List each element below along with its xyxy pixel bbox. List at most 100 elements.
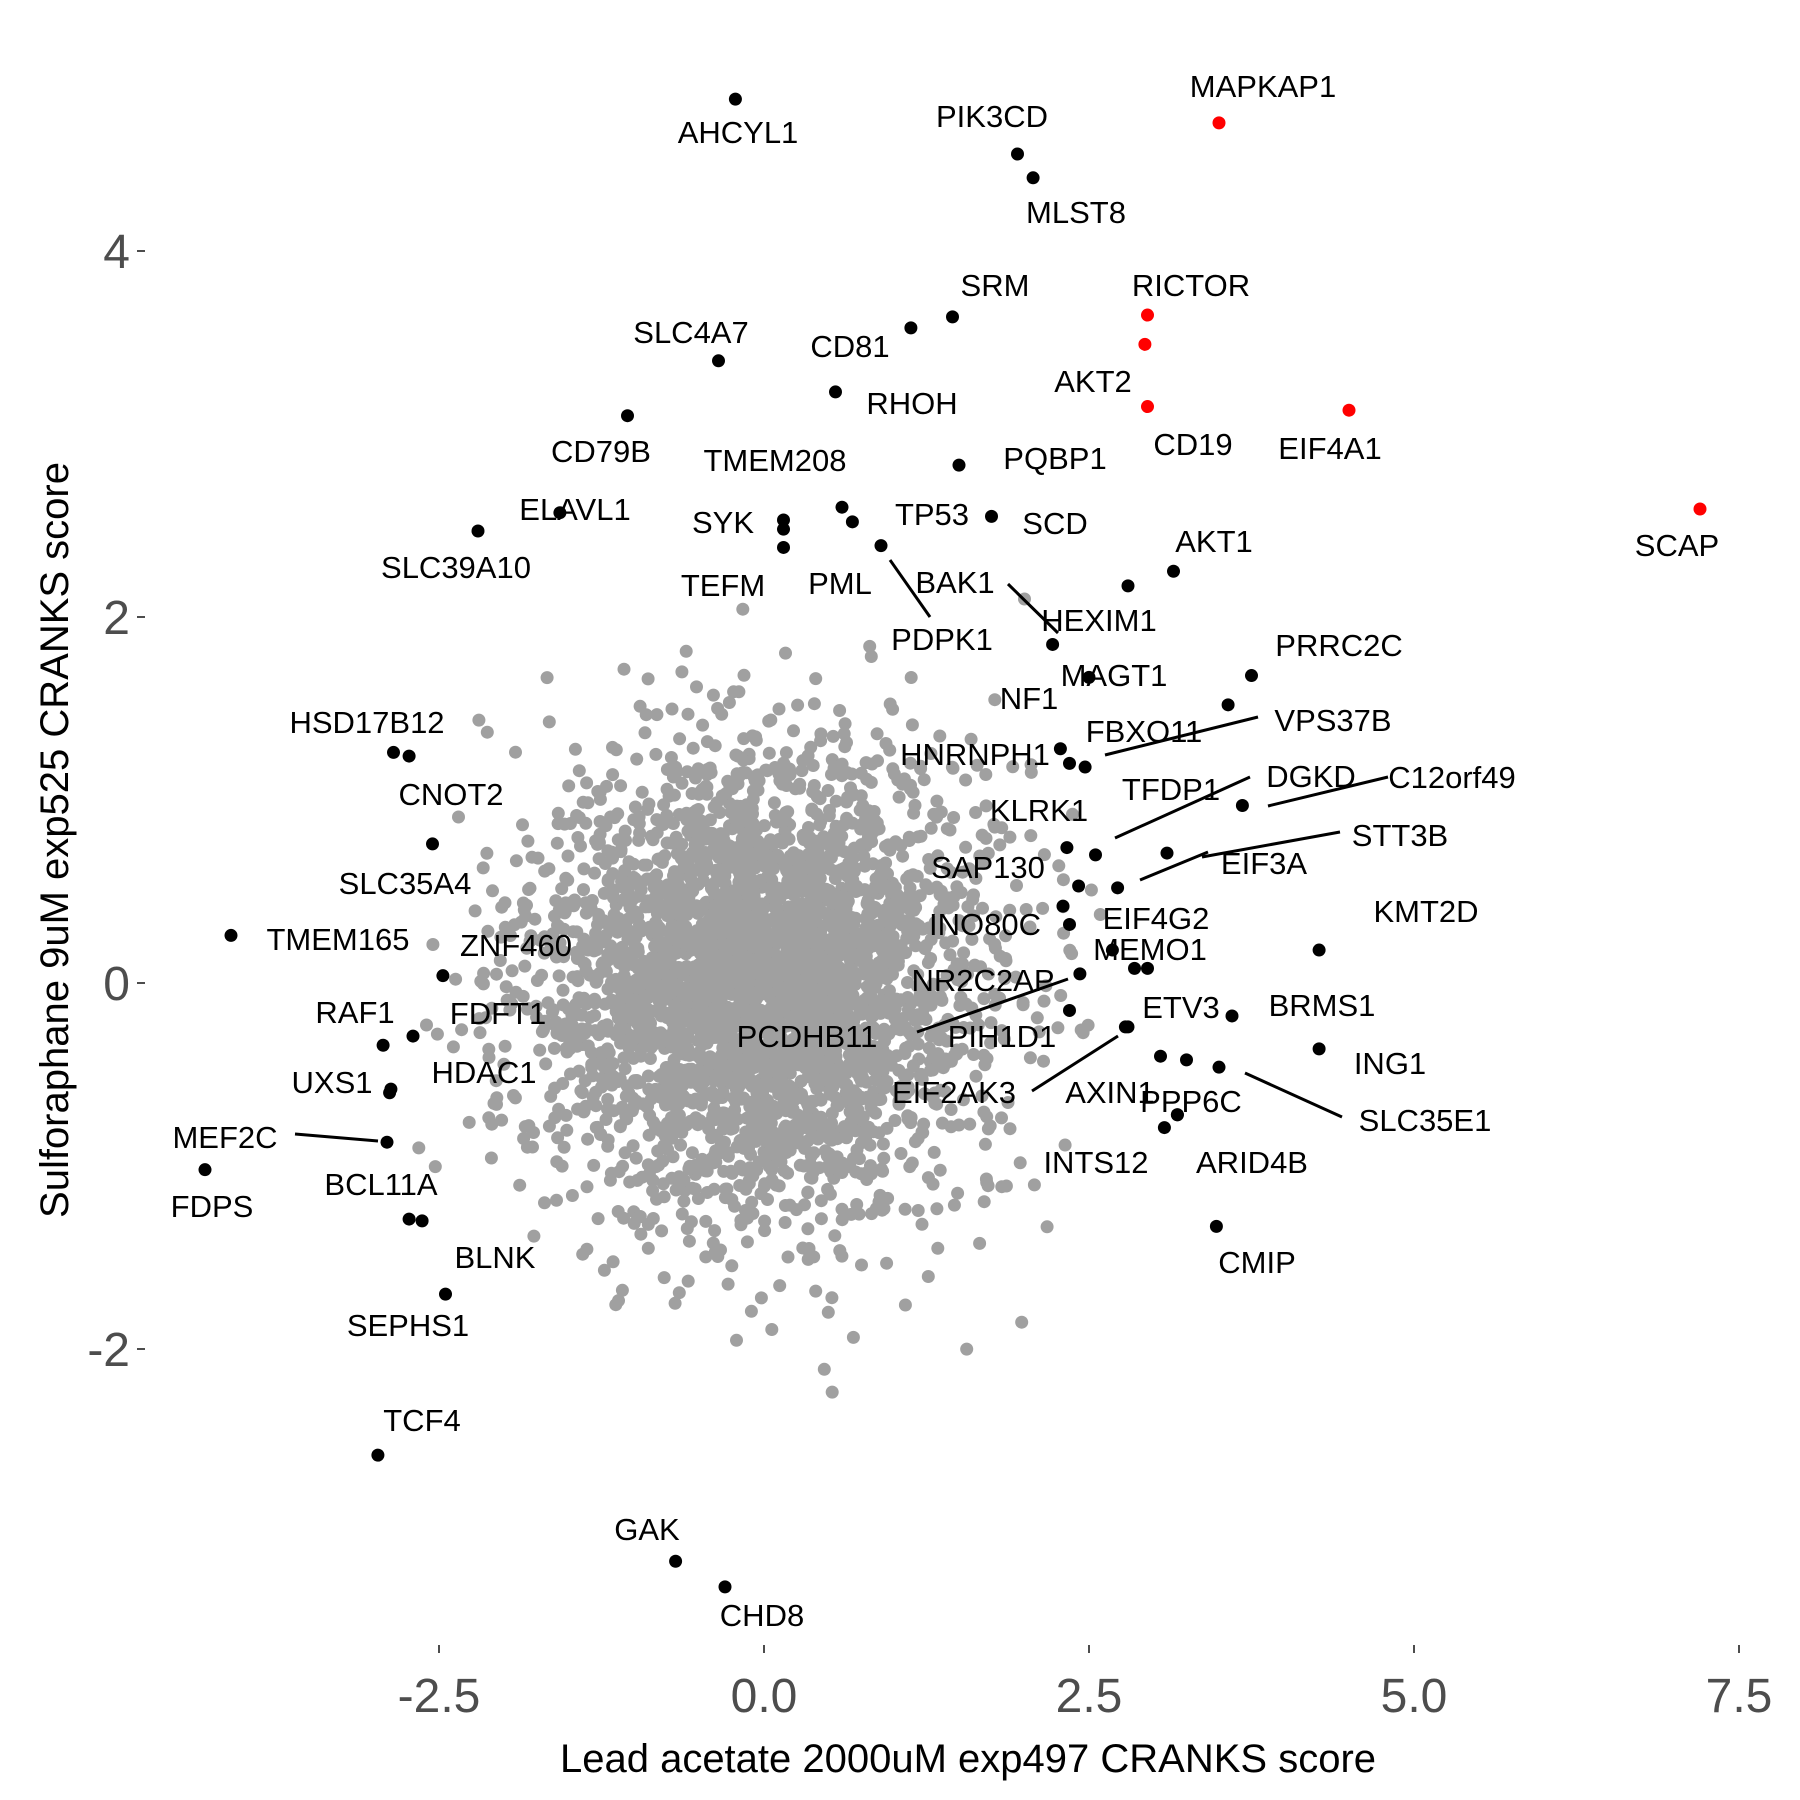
background-point xyxy=(793,1158,807,1172)
point-klrk1 xyxy=(1072,879,1086,893)
label-chd8: CHD8 xyxy=(720,1598,804,1633)
background-point xyxy=(746,807,759,821)
background-point xyxy=(1054,989,1068,1002)
background-point xyxy=(949,1020,963,1034)
background-point xyxy=(931,1241,945,1255)
background-point xyxy=(904,671,918,684)
background-point xyxy=(520,1140,534,1154)
background-point xyxy=(581,1132,595,1146)
background-point xyxy=(561,849,575,863)
background-point xyxy=(980,1175,994,1189)
point-memo1_b xyxy=(1141,961,1154,975)
background-point xyxy=(876,1164,890,1178)
background-point xyxy=(917,773,931,787)
background-point xyxy=(1023,1051,1037,1065)
background-point xyxy=(481,924,495,938)
background-point xyxy=(717,833,731,847)
background-point xyxy=(984,1036,998,1050)
background-point xyxy=(736,992,750,1006)
background-point xyxy=(1037,994,1051,1008)
background-point xyxy=(711,701,725,715)
background-point xyxy=(850,1143,864,1157)
background-point xyxy=(964,732,978,746)
background-point xyxy=(924,821,938,835)
background-point xyxy=(696,826,710,840)
background-point xyxy=(782,900,796,914)
point-magt1 xyxy=(1082,670,1096,684)
label-hsd17b12: HSD17B12 xyxy=(289,705,444,740)
background-point xyxy=(729,1082,743,1096)
background-point xyxy=(500,993,514,1007)
background-point xyxy=(611,807,625,821)
background-point xyxy=(821,1305,835,1319)
background-point xyxy=(455,1023,469,1037)
label-c12orf49: C12orf49 xyxy=(1388,760,1516,795)
label-scap: SCAP xyxy=(1635,528,1719,563)
background-point xyxy=(715,789,729,803)
background-point xyxy=(895,777,909,791)
background-point xyxy=(725,987,739,1001)
background-point xyxy=(559,871,573,885)
background-point xyxy=(892,1063,906,1077)
background-point xyxy=(756,957,770,971)
background-point xyxy=(716,926,729,940)
background-point xyxy=(691,1034,705,1048)
label-cmip: CMIP xyxy=(1218,1245,1296,1280)
background-point xyxy=(739,1064,753,1078)
point-cnot2 xyxy=(402,749,416,763)
background-point xyxy=(1037,1054,1050,1068)
background-point xyxy=(539,1057,553,1071)
background-point xyxy=(551,806,565,820)
background-point xyxy=(894,839,908,852)
background-point xyxy=(700,1164,714,1178)
label-elavl1: ELAVL1 xyxy=(519,492,630,527)
label-uxs1: UXS1 xyxy=(292,1065,373,1100)
background-point xyxy=(766,1140,780,1154)
background-point xyxy=(927,1145,941,1159)
background-point xyxy=(787,1129,801,1143)
point-pdpk1 xyxy=(874,539,888,553)
background-point xyxy=(933,729,947,743)
background-point xyxy=(570,925,584,939)
background-point xyxy=(901,991,915,1004)
background-point xyxy=(999,929,1013,943)
background-point xyxy=(894,1147,908,1160)
background-point xyxy=(960,1342,974,1356)
background-point xyxy=(776,810,790,824)
background-point xyxy=(666,896,680,910)
background-point xyxy=(798,1141,812,1155)
background-point xyxy=(898,1202,912,1216)
background-point xyxy=(641,1217,655,1231)
background-point xyxy=(984,1016,998,1030)
background-point xyxy=(660,1011,674,1025)
background-point xyxy=(779,646,792,660)
background-point xyxy=(730,799,744,813)
background-point xyxy=(792,936,806,950)
background-point xyxy=(632,833,646,847)
background-point xyxy=(657,1271,671,1285)
background-point xyxy=(700,763,714,776)
label-blnk: BLNK xyxy=(455,1240,536,1275)
point-tefm xyxy=(777,540,790,554)
background-point xyxy=(579,1099,593,1113)
background-point xyxy=(641,672,655,686)
background-point xyxy=(618,864,632,877)
label-ing1: ING1 xyxy=(1354,1046,1426,1081)
background-point xyxy=(803,933,817,947)
background-point xyxy=(673,1063,687,1076)
background-point xyxy=(730,1140,744,1154)
background-point xyxy=(888,881,902,894)
background-point xyxy=(878,903,892,917)
label-klrk1: KLRK1 xyxy=(990,793,1088,828)
background-point xyxy=(832,843,845,857)
point-c12orf49 xyxy=(1235,798,1249,812)
background-point xyxy=(728,812,742,826)
background-point xyxy=(807,779,821,792)
point-rhoh xyxy=(829,385,842,399)
point-prrc2c xyxy=(1245,669,1258,683)
background-point xyxy=(825,768,838,781)
background-point xyxy=(921,1171,935,1185)
x-tick-label: -2.5 xyxy=(398,1670,481,1723)
background-point xyxy=(650,826,664,840)
background-point xyxy=(698,1074,712,1088)
